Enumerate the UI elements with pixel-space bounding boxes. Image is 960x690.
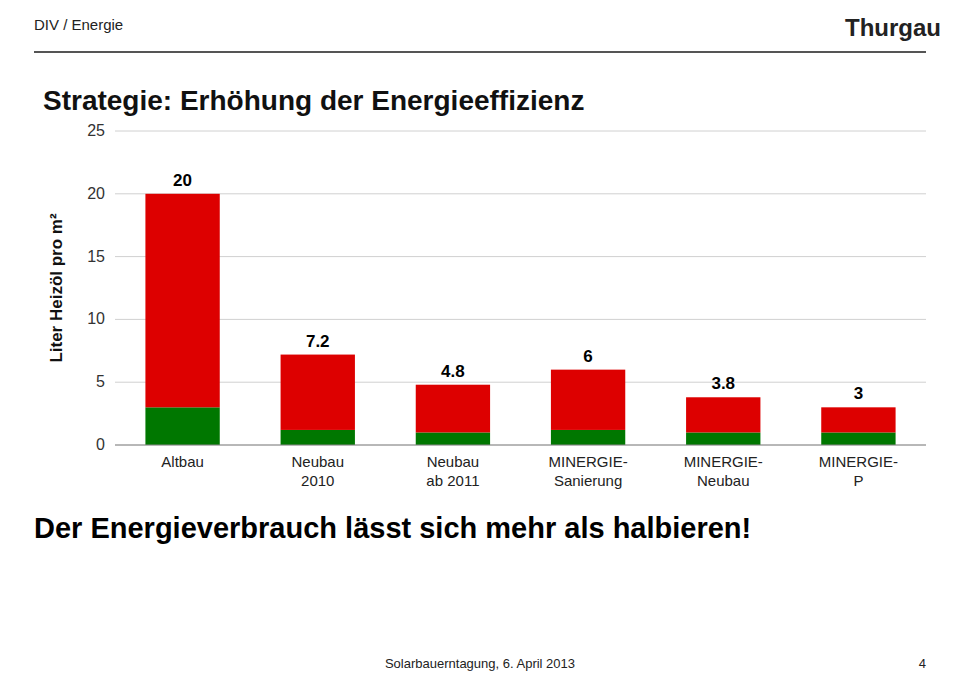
bar-segment <box>551 370 625 430</box>
x-tick-label-line: Altbau <box>161 453 204 470</box>
grid-line <box>115 319 926 320</box>
total-label: 3.8 <box>711 374 735 393</box>
x-tick-label: Neubau ab 2011 <box>426 453 479 489</box>
header-rule <box>34 51 926 53</box>
total-label: 7.2 <box>306 332 330 351</box>
total-label: 6 <box>583 347 592 366</box>
header-right: Thurgau <box>845 14 941 41</box>
grid <box>115 131 926 445</box>
grid-line <box>115 382 926 383</box>
x-tick-label: Altbau <box>161 453 204 470</box>
bar-segment <box>416 385 490 433</box>
bar-segment <box>145 407 219 445</box>
x-tick-label-line: Neubau <box>427 453 480 470</box>
grid-line <box>115 256 926 257</box>
bar-segment <box>686 432 760 445</box>
page-number: 4 <box>919 656 926 671</box>
y-tick-label: 25 <box>87 122 105 139</box>
x-tick-label: MINERGIE- P <box>819 453 898 489</box>
y-tick-label: 0 <box>96 436 105 453</box>
bar-segment <box>686 397 760 432</box>
x-tick-label: Neubau 2010 <box>291 453 344 489</box>
bar-segment <box>821 407 895 432</box>
total-label: 4.8 <box>441 362 465 381</box>
x-tick-label: MINERGIE- Sanierung <box>548 453 627 489</box>
x-axis-line <box>115 445 926 446</box>
bar-segment <box>551 430 625 445</box>
x-tick-label-line: MINERGIE- <box>819 453 898 470</box>
y-axis-label: Liter Heizöl pro m² <box>47 213 66 363</box>
bars <box>145 194 895 445</box>
chart-page: DIV / Energie Thurgau Strategie: Erhöhung … <box>0 0 960 690</box>
bar-segment <box>821 432 895 445</box>
x-tick-label-line: 2010 <box>301 472 334 489</box>
x-tick-label-line: Neubau <box>291 453 344 470</box>
y-tick-label: 5 <box>96 373 105 390</box>
grid-line <box>115 131 926 132</box>
grid-line <box>115 193 926 194</box>
background <box>0 0 960 690</box>
y-tick-label: 15 <box>87 248 105 265</box>
x-tick-label-line: Sanierung <box>554 472 622 489</box>
x-tick-label-line: ab 2011 <box>426 472 479 489</box>
header-left: DIV / Energie <box>34 16 123 33</box>
bar-segment <box>145 194 219 408</box>
bar-segment <box>281 355 355 430</box>
y-tick-label: 10 <box>87 310 105 327</box>
total-label: 3 <box>854 384 863 403</box>
x-tick-label-line: P <box>853 472 863 489</box>
chart-title: Strategie: Erhöhung der Energieeffizienz <box>43 85 584 116</box>
bottom-text: Der Energieverbrauch lässt sich mehr als… <box>34 512 751 544</box>
bar-segment <box>281 430 355 445</box>
footer: Solarbauerntagung, 6. April 2013 <box>385 656 575 671</box>
total-label: 20 <box>173 171 192 190</box>
grid-line <box>115 445 926 446</box>
x-tick-label-line: MINERGIE- <box>548 453 627 470</box>
y-tick-label: 20 <box>87 185 105 202</box>
bar-segment <box>416 432 490 445</box>
x-tick-label: MINERGIE- Neubau <box>684 453 763 489</box>
x-tick-label-line: Neubau <box>697 472 750 489</box>
x-tick-label-line: MINERGIE- <box>684 453 763 470</box>
